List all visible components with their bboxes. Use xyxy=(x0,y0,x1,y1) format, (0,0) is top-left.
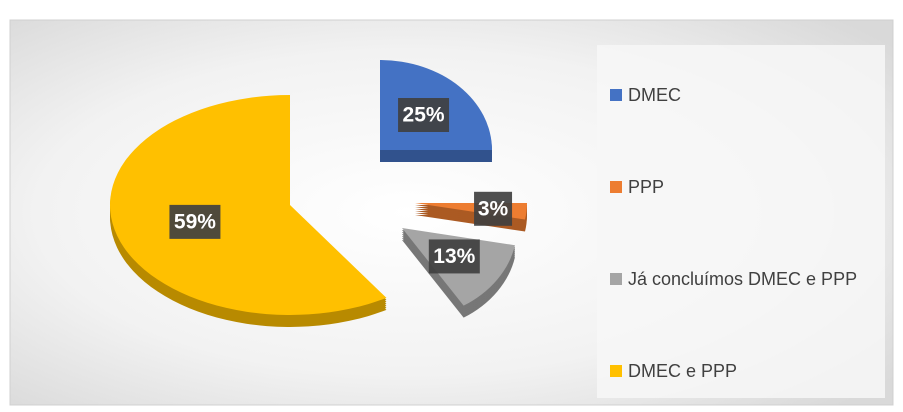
legend-label: DMEC xyxy=(628,85,681,105)
legend-swatch xyxy=(610,181,622,193)
data-label: 25% xyxy=(403,104,445,127)
data-label: 59% xyxy=(174,210,216,233)
legend: DMEC PPP Já concluímos DMEC e PPP DMEC e PP… xyxy=(610,85,857,381)
legend-label: PPP xyxy=(628,177,664,197)
legend-swatch xyxy=(610,365,622,377)
legend-swatch xyxy=(610,89,622,101)
legend-swatch xyxy=(610,273,622,285)
legend-label: Já concluímos DMEC e PPP xyxy=(628,269,857,289)
legend-panel xyxy=(597,45,885,398)
data-label-box xyxy=(474,191,513,226)
data-label-box xyxy=(428,239,480,274)
legend-label: DMEC e PPP xyxy=(628,361,737,381)
pie: 25% 3% 13% 59% xyxy=(109,60,527,327)
data-label-box xyxy=(398,97,450,132)
data-label: 13% xyxy=(433,245,475,268)
slice xyxy=(109,94,387,327)
slice-top xyxy=(109,94,387,315)
data-label: 3% xyxy=(478,197,509,220)
data-label-box xyxy=(169,204,221,239)
